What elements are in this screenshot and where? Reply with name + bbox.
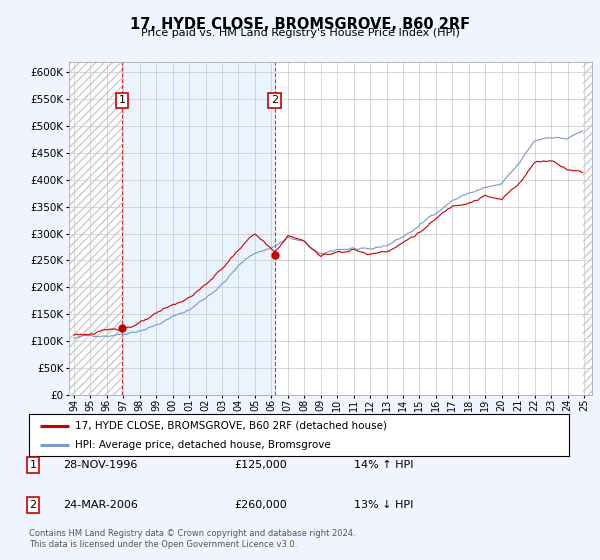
Text: 17, HYDE CLOSE, BROMSGROVE, B60 2RF (detached house): 17, HYDE CLOSE, BROMSGROVE, B60 2RF (det… <box>75 421 387 431</box>
Text: 2: 2 <box>29 500 37 510</box>
Text: 13% ↓ HPI: 13% ↓ HPI <box>354 500 413 510</box>
Text: HPI: Average price, detached house, Bromsgrove: HPI: Average price, detached house, Brom… <box>75 440 331 450</box>
Text: 1: 1 <box>118 95 125 105</box>
Text: 2: 2 <box>271 95 278 105</box>
Text: 17, HYDE CLOSE, BROMSGROVE, B60 2RF: 17, HYDE CLOSE, BROMSGROVE, B60 2RF <box>130 17 470 32</box>
Text: Contains HM Land Registry data © Crown copyright and database right 2024.
This d: Contains HM Land Registry data © Crown c… <box>29 529 355 549</box>
Text: £260,000: £260,000 <box>234 500 287 510</box>
Bar <box>69 62 122 395</box>
Text: £125,000: £125,000 <box>234 460 287 470</box>
Text: Price paid vs. HM Land Registry's House Price Index (HPI): Price paid vs. HM Land Registry's House … <box>140 28 460 38</box>
Text: 24-MAR-2006: 24-MAR-2006 <box>63 500 138 510</box>
Text: 28-NOV-1996: 28-NOV-1996 <box>63 460 137 470</box>
Bar <box>583 62 592 395</box>
Text: 14% ↑ HPI: 14% ↑ HPI <box>354 460 413 470</box>
Text: 1: 1 <box>29 460 37 470</box>
Bar <box>122 62 275 395</box>
